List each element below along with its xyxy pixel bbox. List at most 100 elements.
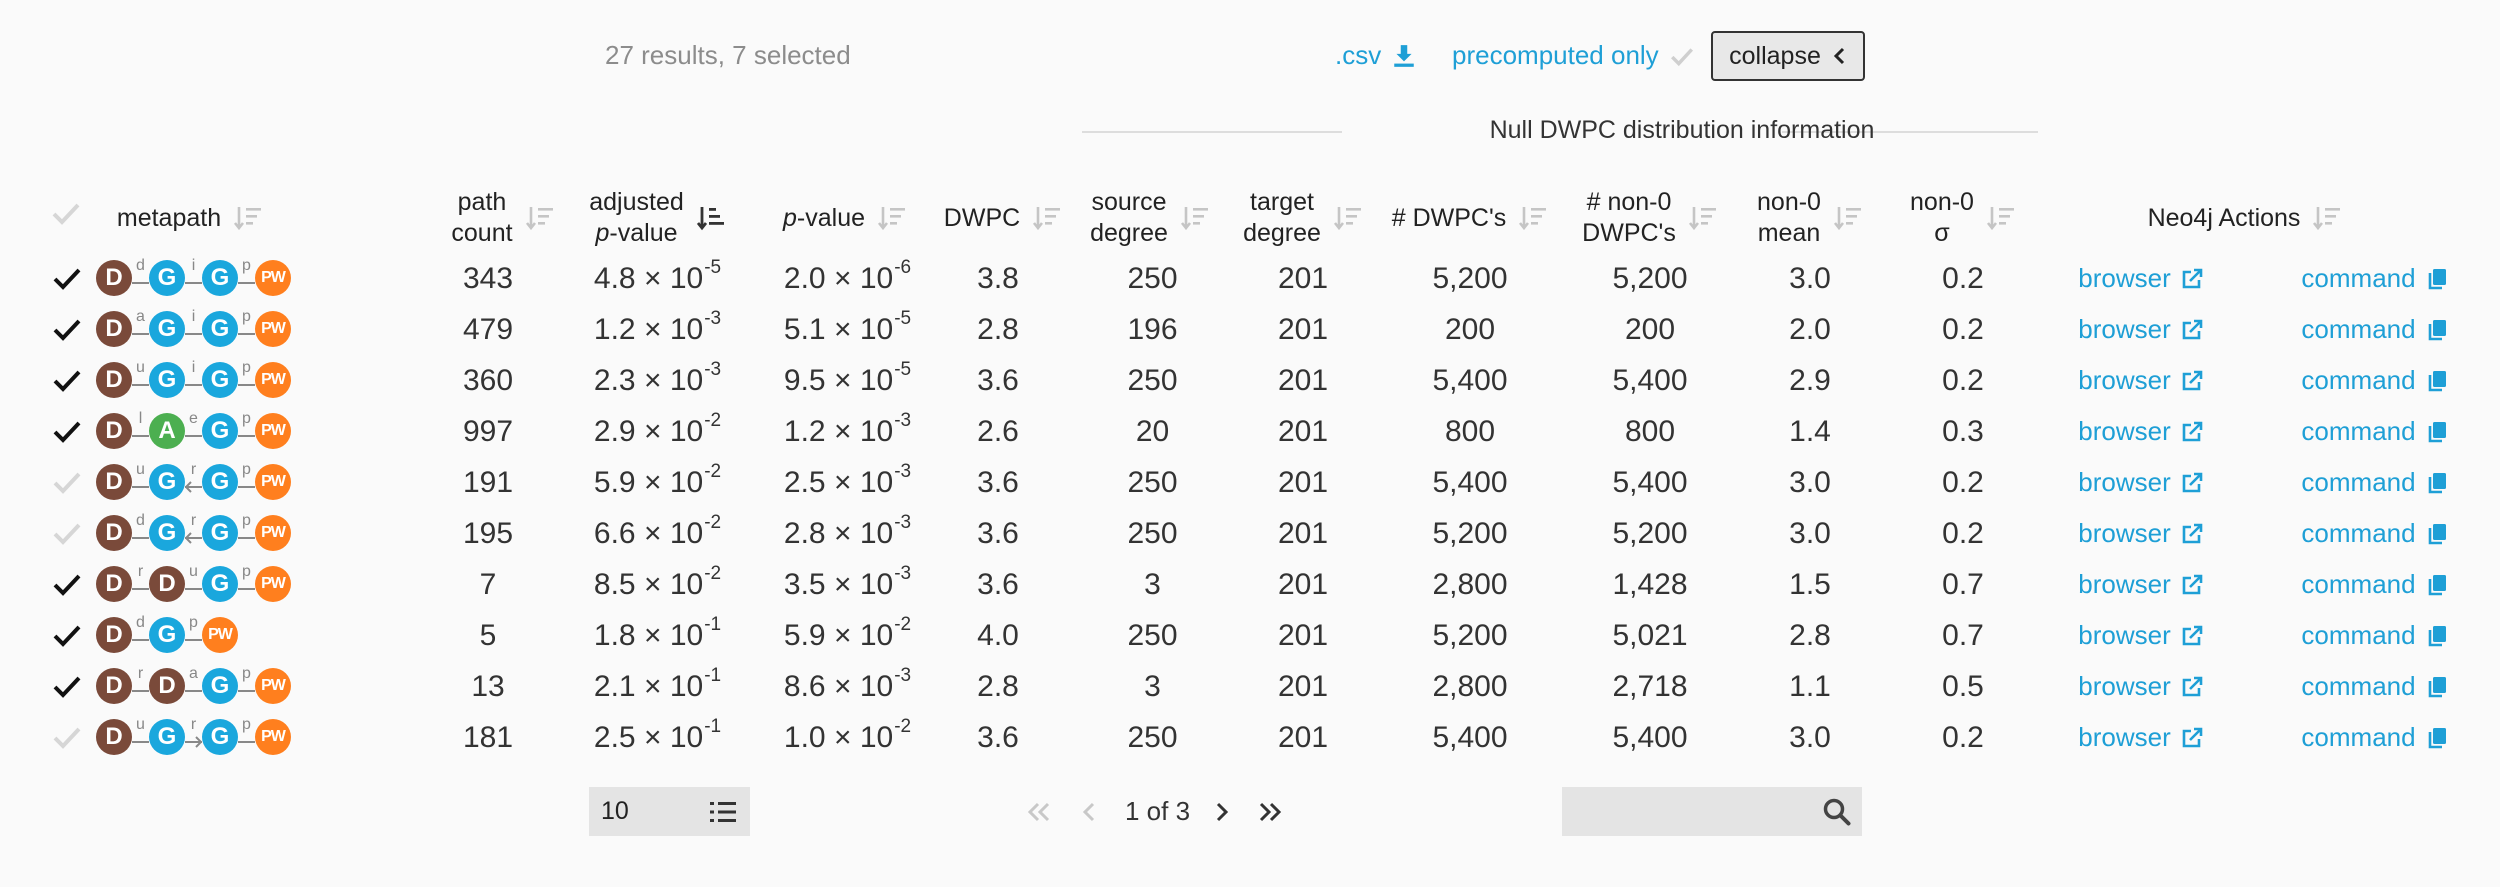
metaedge: i xyxy=(185,359,202,399)
command-copy-button[interactable]: command xyxy=(2301,620,2448,651)
command-copy-button[interactable]: command xyxy=(2301,518,2448,549)
row-checkbox[interactable] xyxy=(53,726,81,750)
double-chevron-right-icon xyxy=(1259,802,1282,822)
sort-icon[interactable] xyxy=(2312,204,2342,232)
prev-page-button[interactable] xyxy=(1072,795,1106,829)
external-link-icon xyxy=(2182,523,2203,543)
header-n-dwpcs[interactable]: # DWPC's xyxy=(1380,180,1560,256)
row-checkbox[interactable] xyxy=(53,420,81,444)
edge-line xyxy=(238,282,255,284)
metanode-g: G xyxy=(202,566,238,602)
command-cell: command xyxy=(2300,406,2450,457)
browser-cell: browser xyxy=(2072,253,2210,304)
row-checkbox[interactable] xyxy=(53,624,81,648)
row-checkbox[interactable] xyxy=(53,471,81,495)
sort-icon[interactable] xyxy=(1032,204,1062,232)
browser-link[interactable]: browser xyxy=(2078,467,2203,498)
sort-icon[interactable] xyxy=(1180,204,1210,232)
command-copy-button[interactable]: command xyxy=(2301,365,2448,396)
metaedge-label: u xyxy=(136,359,145,376)
precomputed-only-toggle[interactable]: precomputed only xyxy=(1452,40,1695,71)
metaedge-label: p xyxy=(242,308,251,325)
header-nonzero-mean[interactable]: non-0 mean xyxy=(1735,180,1885,256)
edge-line xyxy=(132,588,149,590)
header-neo4j-actions[interactable]: Neo4j Actions xyxy=(2120,180,2370,256)
times-sign: × 10 xyxy=(825,669,894,703)
pvalue-cell: 2.0 × 10 -6 xyxy=(765,253,930,304)
select-all-checkbox[interactable] xyxy=(52,202,80,226)
header-source-degree[interactable]: source degree xyxy=(1075,180,1225,256)
row-checkbox[interactable] xyxy=(53,522,81,546)
row-checkbox[interactable] xyxy=(53,318,81,342)
nonzero-mean-cell: 3.0 xyxy=(1789,720,1831,754)
csv-label: .csv xyxy=(1335,40,1382,70)
metanode-pw: PW xyxy=(255,311,291,347)
browser-link[interactable]: browser xyxy=(2078,263,2203,294)
row-checkbox[interactable] xyxy=(53,369,81,393)
command-copy-button[interactable]: command xyxy=(2301,467,2448,498)
n-dwpcs-cell: 2,800 xyxy=(1432,669,1508,703)
browser-link[interactable]: browser xyxy=(2078,671,2203,702)
metaedge-label: d xyxy=(136,614,145,631)
command-copy-button[interactable]: command xyxy=(2301,263,2448,294)
header-target-degree[interactable]: target degree xyxy=(1228,180,1378,256)
browser-link[interactable]: browser xyxy=(2078,620,2203,651)
row-checkbox[interactable] xyxy=(53,267,81,291)
command-copy-button[interactable]: command xyxy=(2301,671,2448,702)
first-page-button[interactable] xyxy=(1022,795,1056,829)
sort-icon[interactable] xyxy=(1986,204,2016,232)
last-page-button[interactable] xyxy=(1253,795,1287,829)
copy-icon xyxy=(2428,523,2446,544)
command-copy-button[interactable]: command xyxy=(2301,569,2448,600)
header-adjusted-pvalue[interactable]: adjusted p-value xyxy=(575,180,740,256)
adjusted-pvalue-cell: 2.9 × 10 -2 xyxy=(575,406,740,457)
header-text: # DWPC's xyxy=(1391,203,1507,232)
metaedge: p xyxy=(238,359,255,399)
header-n-nonzero-dwpcs[interactable]: # non-0 DWPC's xyxy=(1560,180,1740,256)
header-nonzero-sd[interactable]: non-0 σ xyxy=(1888,180,2038,256)
search-icon[interactable] xyxy=(1822,797,1852,827)
header-metapath[interactable]: metapath xyxy=(100,180,280,256)
metaedge: r xyxy=(185,461,202,501)
csv-download-button[interactable]: .csv xyxy=(1335,40,1417,71)
next-page-button[interactable] xyxy=(1205,795,1239,829)
command-copy-button[interactable]: command xyxy=(2301,416,2448,447)
mantissa: 2.5 xyxy=(783,465,826,499)
command-copy-button[interactable]: command xyxy=(2301,722,2448,753)
browser-link[interactable]: browser xyxy=(2078,365,2203,396)
browser-link[interactable]: browser xyxy=(2078,518,2203,549)
header-dwpc[interactable]: DWPC xyxy=(928,180,1078,256)
sort-icon[interactable] xyxy=(1333,204,1363,232)
metanode-pw: PW xyxy=(255,413,291,449)
sort-icon[interactable] xyxy=(1688,204,1718,232)
header-pvalue[interactable]: p-value xyxy=(770,180,920,256)
times-sign: × 10 xyxy=(635,567,704,601)
source-degree-cell: 250 xyxy=(1127,720,1178,754)
browser-link[interactable]: browser xyxy=(2078,314,2203,345)
sort-icon[interactable] xyxy=(877,204,907,232)
metaedge-label: p xyxy=(242,512,251,529)
row-checkbox[interactable] xyxy=(53,573,81,597)
browser-cell: browser xyxy=(2072,508,2210,559)
sort-icon[interactable] xyxy=(233,204,263,232)
nonzero-sd-cell: 0.2 xyxy=(1942,516,1984,550)
metaedge: a xyxy=(132,308,149,348)
sort-icon[interactable] xyxy=(1833,204,1863,232)
sort-icon[interactable] xyxy=(1518,204,1548,232)
command-label: command xyxy=(2301,569,2416,599)
metanode-d: D xyxy=(96,311,132,347)
browser-link[interactable]: browser xyxy=(2078,569,2203,600)
collapse-button[interactable]: collapse xyxy=(1711,31,1865,81)
page-size-select[interactable]: 10 xyxy=(589,787,750,836)
times-sign: × 10 xyxy=(825,261,894,295)
browser-link[interactable]: browser xyxy=(2078,722,2203,753)
header-path-count[interactable]: path count xyxy=(428,180,578,256)
search-input[interactable] xyxy=(1562,787,1862,836)
sort-descending-icon[interactable] xyxy=(696,204,726,232)
browser-link[interactable]: browser xyxy=(2078,416,2203,447)
metanode-pw: PW xyxy=(255,362,291,398)
sort-icon[interactable] xyxy=(525,204,555,232)
command-copy-button[interactable]: command xyxy=(2301,314,2448,345)
row-checkbox[interactable] xyxy=(53,675,81,699)
